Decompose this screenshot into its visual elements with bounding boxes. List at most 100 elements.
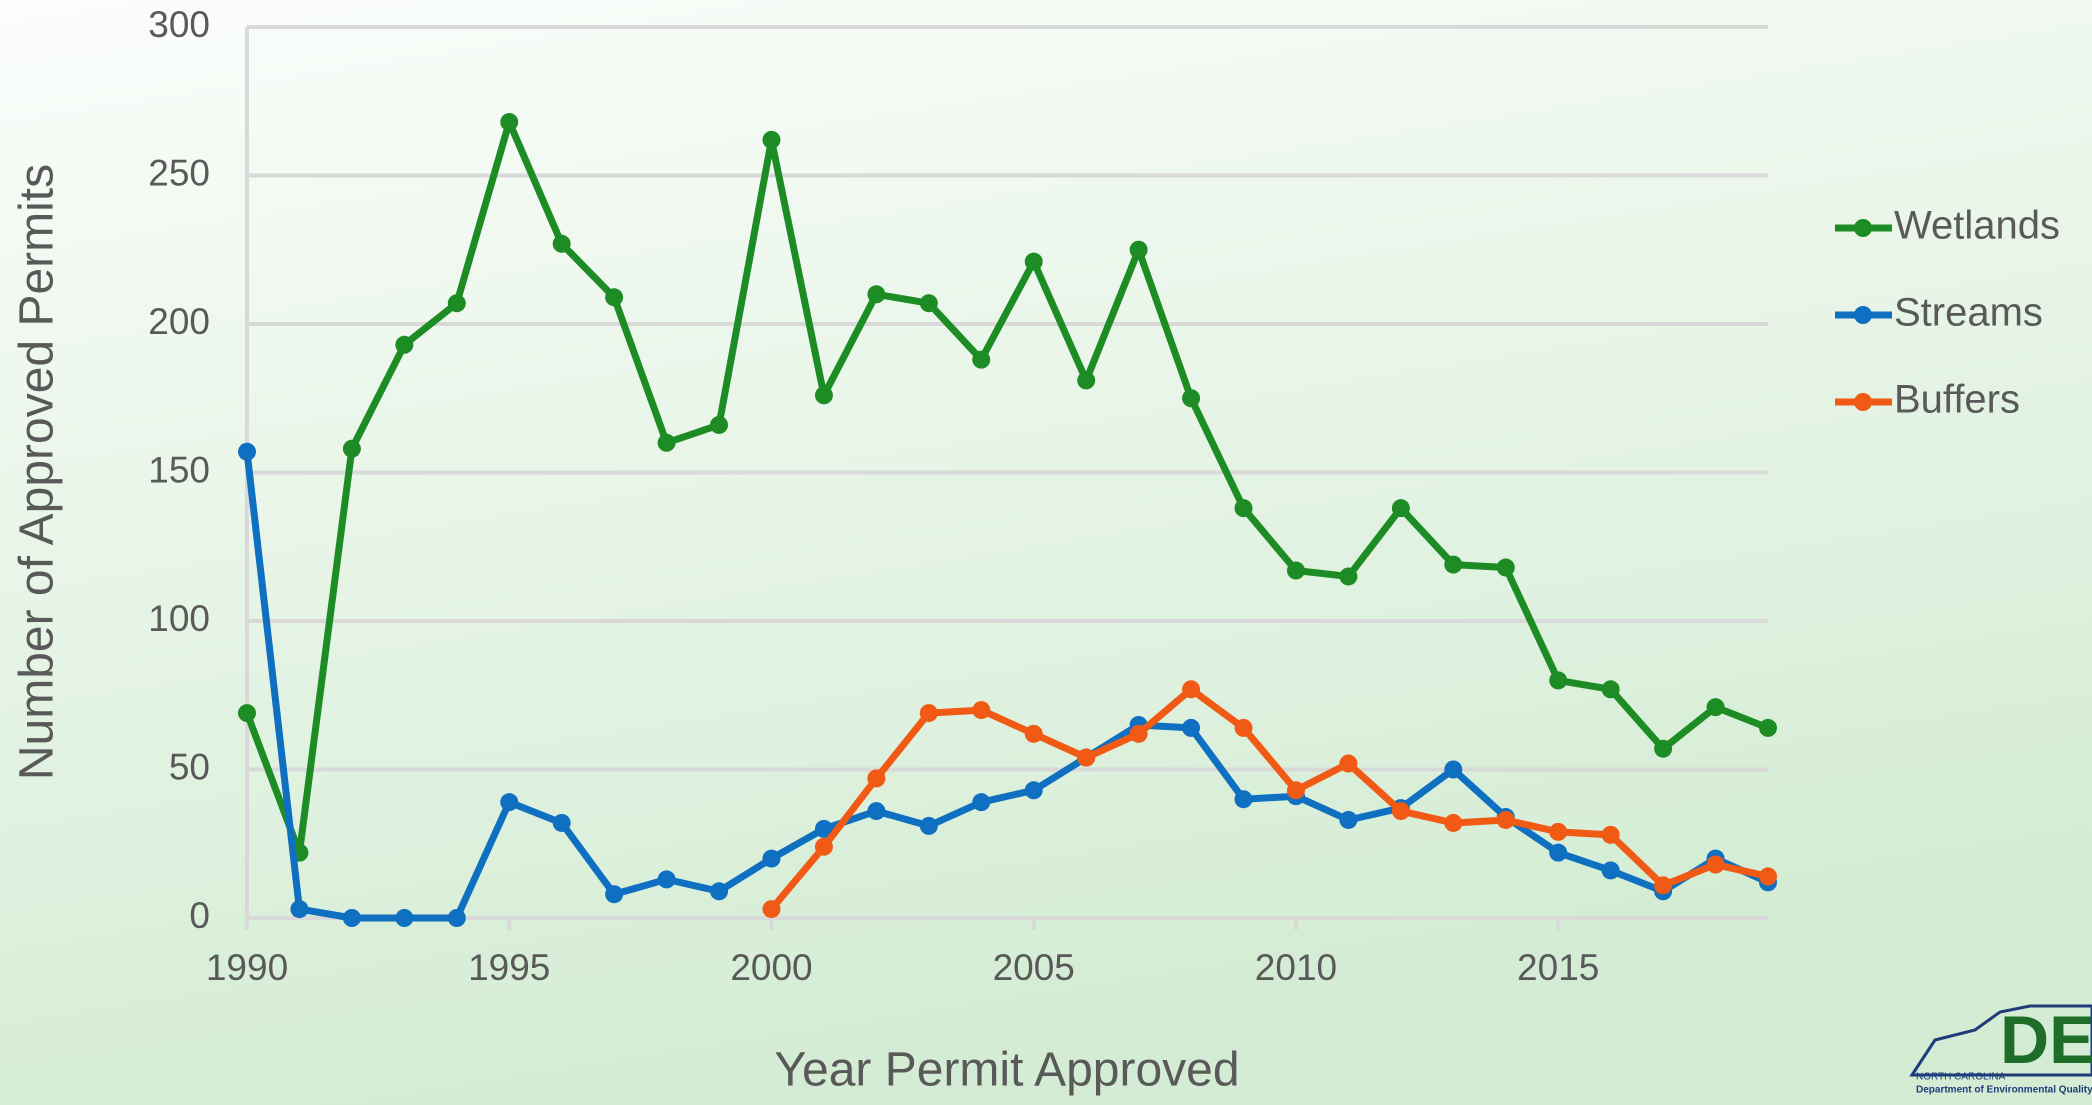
logo: DE NORTH CAROLINA Department of Environm… [1909, 1002, 2092, 1096]
x-tick-label: 2015 [1517, 947, 1599, 988]
data-point [1549, 671, 1568, 690]
x-axis-title: Year Permit Approved [774, 1044, 1239, 1097]
data-point [1077, 748, 1096, 767]
data-point [919, 816, 938, 835]
legend-label: Wetlands [1894, 204, 2060, 248]
data-point [710, 415, 729, 434]
legend-label: Streams [1894, 291, 2043, 335]
data-point [1444, 555, 1463, 574]
data-point [1286, 561, 1305, 580]
y-tick-label: 150 [148, 449, 210, 490]
data-point [1444, 813, 1463, 832]
data-point [919, 704, 938, 723]
data-point [972, 350, 991, 369]
logo-shape [1909, 1004, 2092, 1077]
data-point [1234, 499, 1253, 518]
data-point [867, 285, 886, 304]
data-point [1654, 876, 1673, 895]
data-point [1024, 252, 1043, 271]
data-point [552, 813, 571, 832]
data-point [395, 335, 414, 354]
data-point [1339, 754, 1358, 773]
data-point [1759, 718, 1777, 737]
y-tick-label: 200 [148, 301, 210, 342]
data-point [395, 909, 414, 927]
data-point [1496, 810, 1515, 829]
y-tick-label: 50 [169, 746, 210, 787]
data-point [1444, 760, 1463, 779]
data-point [710, 882, 729, 901]
data-point [814, 386, 833, 405]
y-tick-label: 300 [148, 4, 210, 45]
data-point [447, 909, 466, 927]
x-tick-label: 2010 [1255, 947, 1337, 988]
data-point [238, 704, 256, 723]
x-tick-label: 1990 [206, 947, 288, 988]
data-point [762, 900, 781, 919]
logo-line2: Department of Environmental Quality [1916, 1085, 2092, 1096]
data-point [552, 234, 571, 253]
data-point [1129, 240, 1148, 259]
data-point [1549, 843, 1568, 862]
legend-marker [1854, 393, 1872, 411]
y-axis-title: Number of Approved Permits [11, 164, 64, 780]
data-point [238, 442, 256, 461]
data-point [605, 288, 624, 307]
data-point [1286, 781, 1305, 800]
data-point [814, 819, 833, 838]
data-point [814, 837, 833, 856]
data-point [1706, 855, 1725, 874]
data-point [762, 849, 781, 868]
y-tick-label: 0 [189, 895, 210, 936]
data-point [1077, 371, 1096, 390]
data-point [867, 769, 886, 788]
y-tick-label: 250 [148, 152, 210, 193]
data-point [972, 793, 991, 812]
y-tick-label: 100 [148, 598, 210, 639]
data-point [1759, 867, 1777, 886]
series-line [243, 118, 1770, 857]
data-point [1129, 724, 1148, 743]
data-point [605, 885, 624, 904]
x-tick-label: 2005 [993, 947, 1075, 988]
data-point [447, 294, 466, 313]
data-point [1391, 802, 1410, 821]
data-point [972, 701, 991, 720]
x-tick-label: 2000 [730, 947, 812, 988]
data-point [762, 130, 781, 149]
data-point [1024, 781, 1043, 800]
logo-mark: DE [2000, 1002, 2092, 1078]
logo-line1: NORTH CAROLINA [1916, 1072, 2006, 1083]
legend-marker [1854, 219, 1872, 237]
data-point [500, 113, 519, 132]
data-point [1601, 825, 1620, 844]
data-point [867, 802, 886, 821]
data-point [1391, 499, 1410, 518]
data-point [500, 793, 519, 812]
data-point [1234, 718, 1253, 737]
data-point [1601, 861, 1620, 880]
data-point [1182, 680, 1201, 699]
data-point [1024, 724, 1043, 743]
data-point [657, 870, 676, 889]
data-point [1234, 790, 1253, 809]
data-point [290, 900, 309, 919]
data-point [1339, 810, 1358, 829]
data-point [1339, 567, 1358, 586]
data-point [342, 909, 361, 927]
legend-label: Buffers [1894, 378, 2020, 422]
data-point [919, 294, 938, 313]
x-tick-label: 1995 [468, 947, 550, 988]
data-point [1549, 822, 1568, 841]
data-point [1601, 680, 1620, 699]
data-point [1654, 739, 1673, 758]
data-point [1496, 558, 1515, 577]
data-point [1706, 698, 1725, 717]
legend-marker [1854, 306, 1872, 324]
data-point [1182, 389, 1201, 408]
data-point [657, 433, 676, 452]
data-point [1182, 718, 1201, 737]
data-point [342, 439, 361, 458]
